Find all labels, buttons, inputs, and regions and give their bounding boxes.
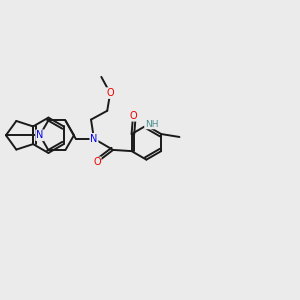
Text: O: O	[93, 157, 101, 167]
Text: N: N	[36, 130, 44, 140]
Text: O: O	[129, 111, 137, 121]
Text: O: O	[106, 88, 114, 98]
Text: N: N	[90, 134, 98, 144]
Text: NH: NH	[145, 119, 158, 128]
